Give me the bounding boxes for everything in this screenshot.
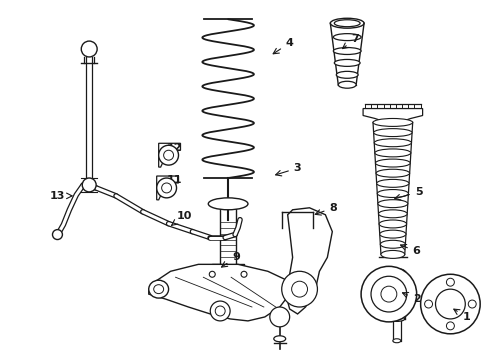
Ellipse shape [154,285,164,294]
Circle shape [371,276,407,312]
Circle shape [270,307,290,327]
Circle shape [164,150,173,160]
Ellipse shape [375,149,411,157]
Text: 4: 4 [273,38,294,54]
Text: 11: 11 [162,175,182,186]
Circle shape [210,301,230,321]
Polygon shape [159,143,180,167]
Circle shape [446,278,454,286]
Ellipse shape [377,190,409,198]
Ellipse shape [378,210,407,218]
Ellipse shape [333,48,361,54]
Text: 13: 13 [50,191,72,201]
Circle shape [292,281,308,297]
Circle shape [381,286,397,302]
Ellipse shape [149,280,169,298]
Ellipse shape [376,169,410,177]
Circle shape [420,274,480,334]
Ellipse shape [334,59,360,66]
Circle shape [81,41,97,57]
Text: 2: 2 [402,292,420,304]
Ellipse shape [378,200,408,208]
Circle shape [425,300,433,308]
Circle shape [159,145,178,165]
Text: 3: 3 [276,163,301,176]
Text: 12: 12 [162,143,182,155]
Circle shape [157,178,176,198]
Circle shape [209,271,215,277]
Ellipse shape [334,20,360,27]
Ellipse shape [377,179,409,187]
Circle shape [241,271,247,277]
Circle shape [282,271,318,307]
Ellipse shape [374,139,412,147]
Polygon shape [363,109,422,121]
Circle shape [162,183,172,193]
Text: 1: 1 [454,309,470,322]
Circle shape [215,306,225,316]
Ellipse shape [381,251,405,258]
Text: 8: 8 [315,203,337,215]
Ellipse shape [380,230,406,238]
Circle shape [446,322,454,330]
Ellipse shape [380,240,405,248]
Ellipse shape [389,316,405,321]
Text: 5: 5 [395,187,422,200]
Ellipse shape [389,269,405,274]
Polygon shape [149,264,290,321]
Ellipse shape [379,220,407,228]
Ellipse shape [373,129,412,136]
Ellipse shape [274,336,286,342]
Text: 10: 10 [172,211,192,225]
Polygon shape [157,176,178,200]
Circle shape [52,230,62,239]
Text: 9: 9 [221,252,240,267]
Ellipse shape [336,71,358,78]
Polygon shape [286,208,332,314]
Circle shape [468,300,476,308]
Circle shape [436,289,466,319]
Ellipse shape [373,118,413,126]
Circle shape [82,178,96,192]
Ellipse shape [338,81,356,88]
Circle shape [361,266,416,322]
Ellipse shape [375,159,410,167]
Ellipse shape [333,33,361,41]
Text: 6: 6 [400,244,420,256]
Ellipse shape [330,18,364,28]
Text: 7: 7 [343,34,359,49]
Ellipse shape [208,198,248,210]
Ellipse shape [393,339,401,343]
